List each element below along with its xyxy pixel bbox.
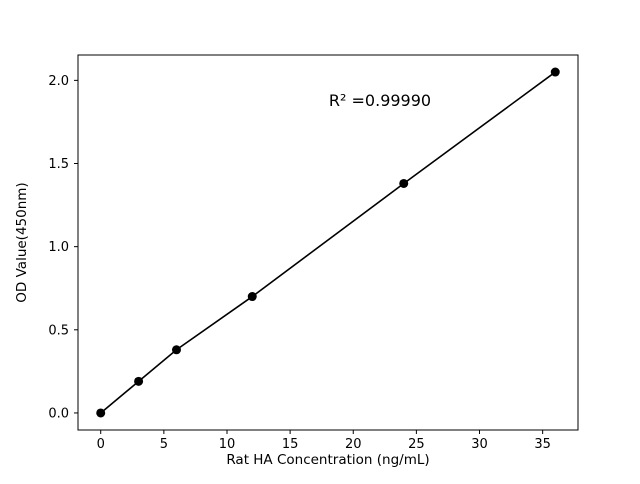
- plot-frame: [77, 54, 579, 431]
- y-tick-label: 0.5: [48, 323, 69, 338]
- data-point: [399, 178, 409, 188]
- x-tick-label: 30: [471, 437, 488, 452]
- x-tick-label: 0: [97, 437, 105, 452]
- data-point: [134, 376, 144, 386]
- data-series: [96, 67, 560, 418]
- x-tick-label: 35: [534, 437, 551, 452]
- y-tick-label: 1.5: [48, 157, 69, 172]
- fit-line: [100, 71, 556, 414]
- x-tick-label: 25: [408, 437, 425, 452]
- x-tick-label: 10: [219, 437, 236, 452]
- x-axis-label: Rat HA Concentration (ng/mL): [226, 452, 429, 468]
- data-point: [247, 292, 257, 302]
- r-squared-annotation: R² =0.99990: [329, 91, 431, 110]
- data-point: [96, 408, 106, 418]
- x-tick-label: 20: [345, 437, 362, 452]
- y-tick-label: 0.0: [48, 406, 69, 421]
- axis-ticks: 0 5 10 15 20 25 30 35 0.0 0.5 1.0 1.5 2.0: [48, 74, 551, 452]
- y-tick-label: 2.0: [48, 74, 69, 89]
- data-point: [171, 345, 181, 355]
- x-tick-label: 15: [282, 437, 299, 452]
- data-point: [550, 67, 560, 77]
- y-tick-label: 1.0: [48, 240, 69, 255]
- y-axis-label: OD Value(450nm): [14, 182, 30, 302]
- x-tick-label: 5: [160, 437, 168, 452]
